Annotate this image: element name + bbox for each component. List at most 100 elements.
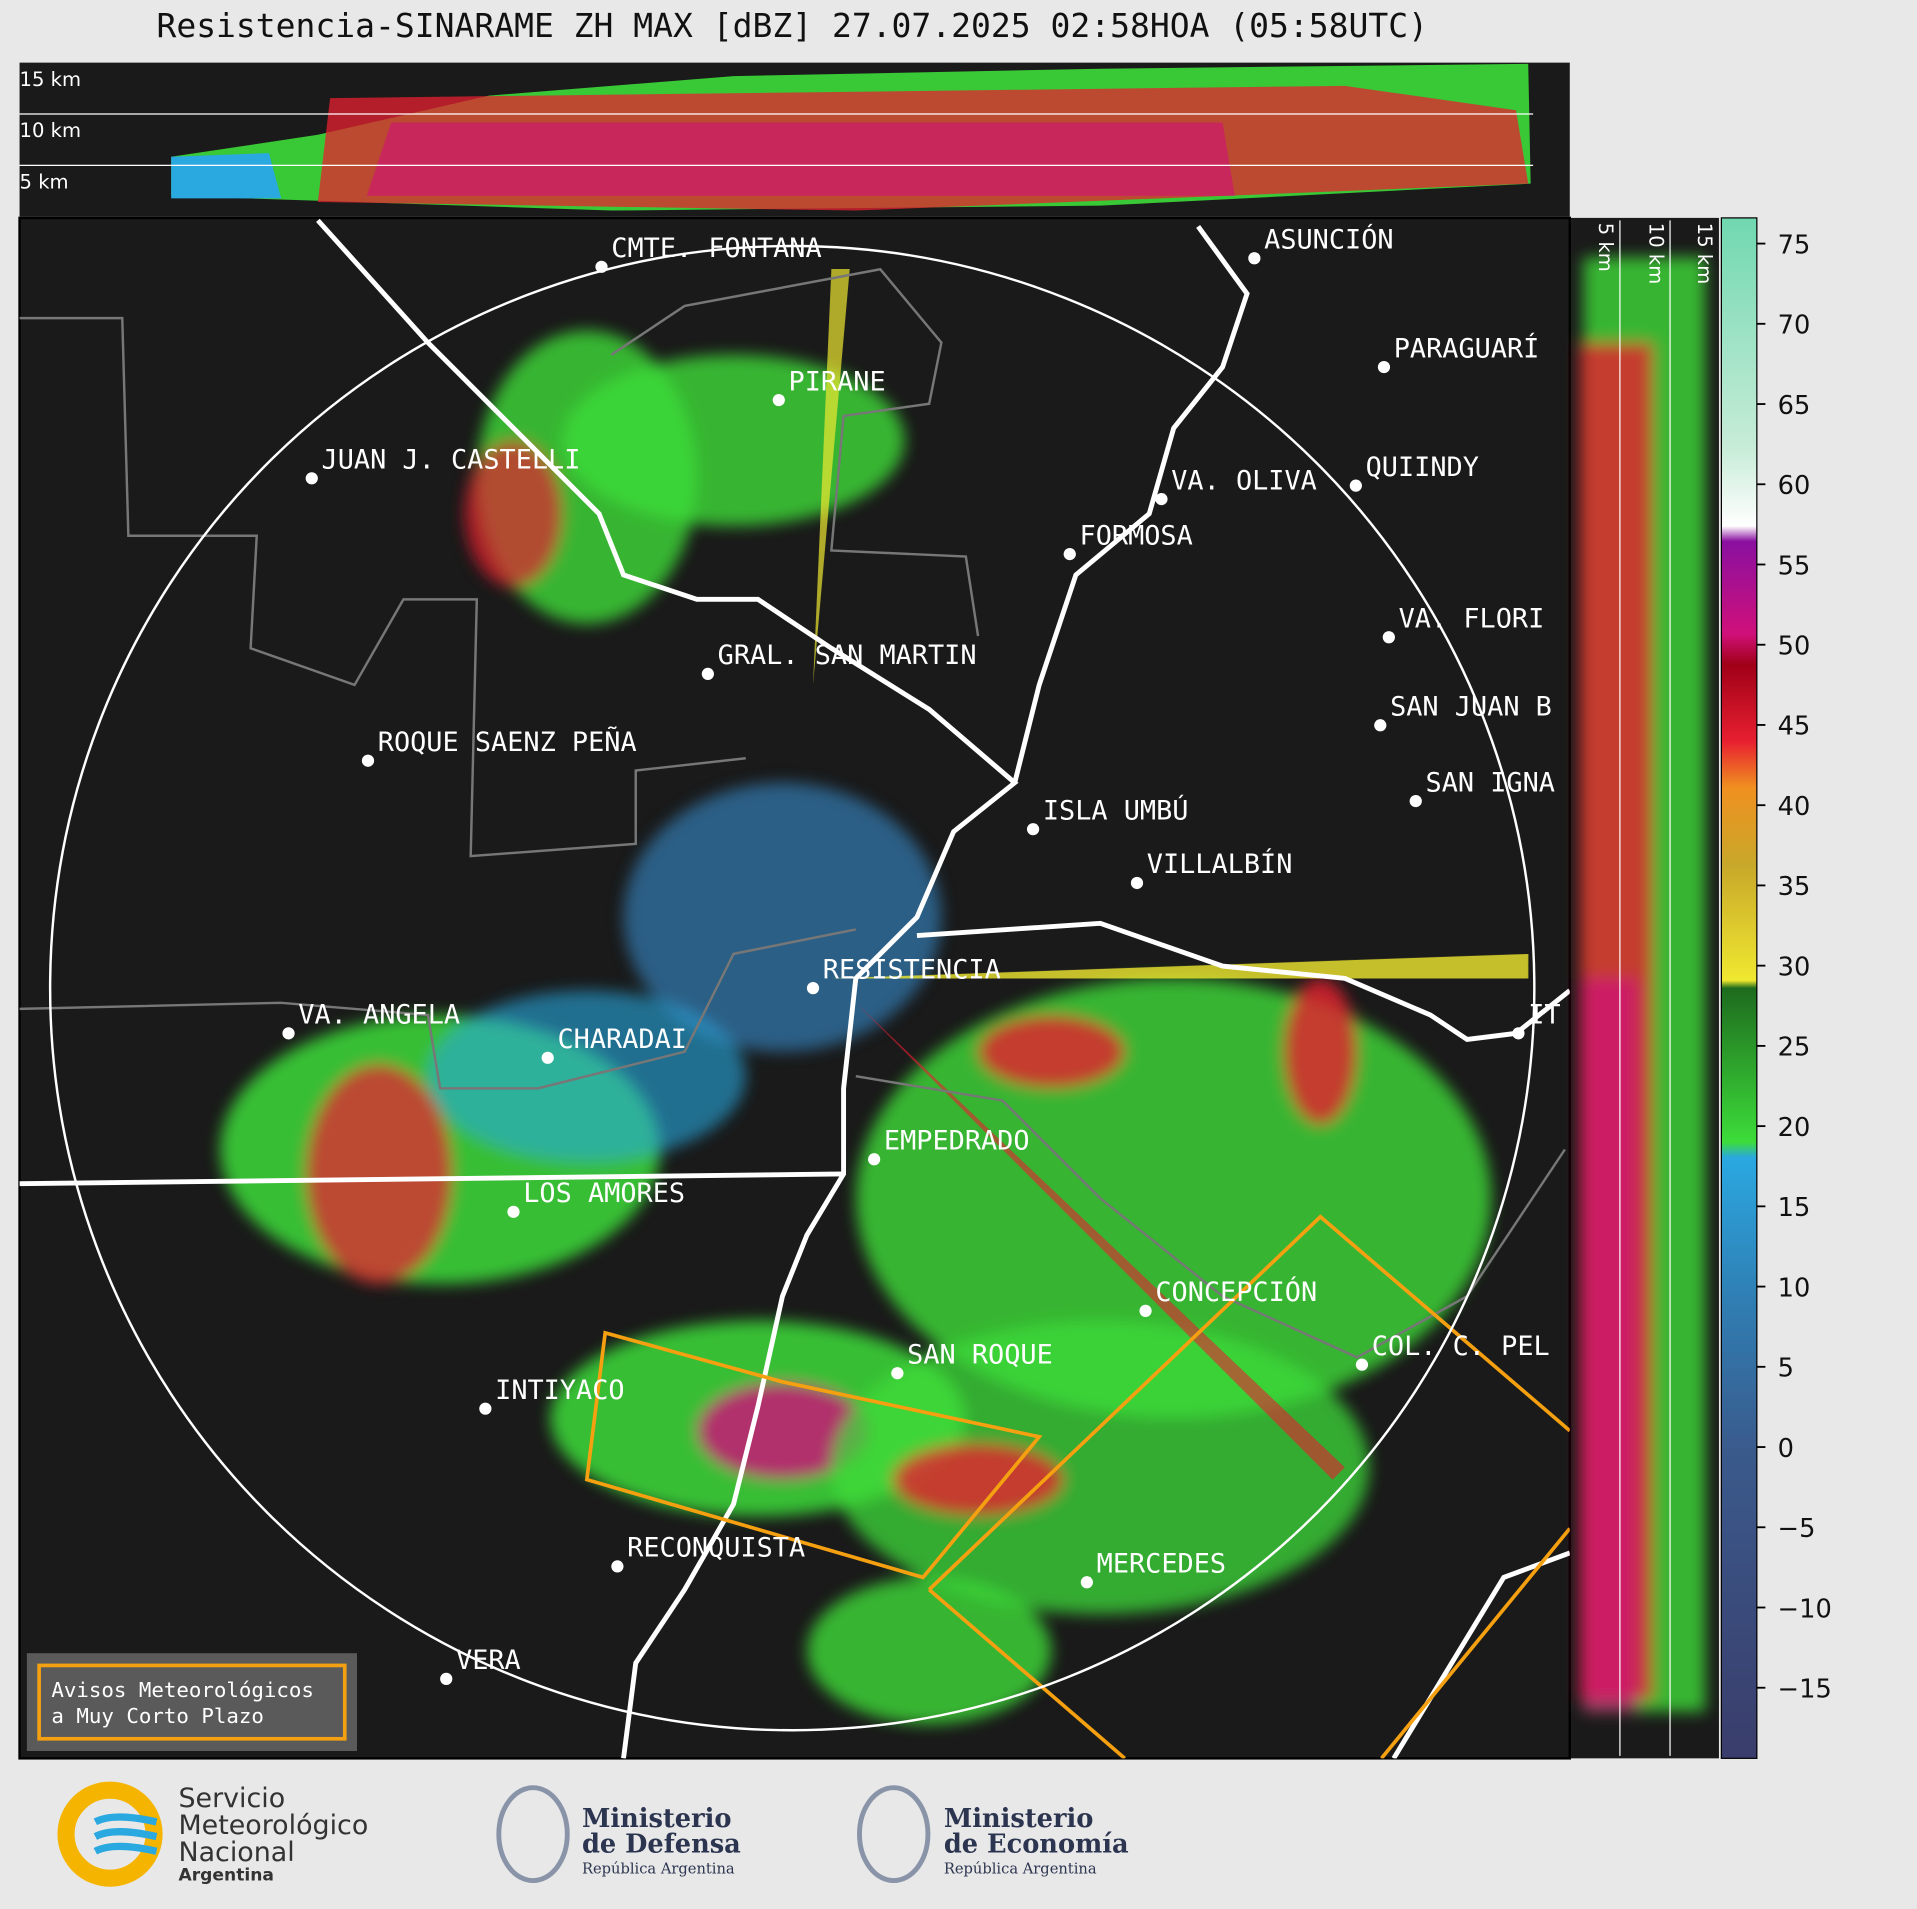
city-dot: [1080, 1576, 1093, 1589]
smn-text: Meteorológico: [178, 1810, 368, 1841]
city-label: VILLALBÍN: [1147, 848, 1293, 880]
colorbar-tick-label: 55: [1778, 551, 1811, 581]
ministry-text: Ministerio: [582, 1804, 732, 1834]
city-label: GRAL. SAN MARTIN: [718, 640, 977, 671]
colorbar-tick-label: 5: [1778, 1354, 1794, 1384]
city-dot: [701, 667, 714, 681]
city-label: ROQUE SAENZ PEÑA: [378, 726, 637, 758]
colorbar-tick-label: 65: [1778, 391, 1811, 421]
city-label: SAN ROQUE: [907, 1339, 1053, 1370]
radar-echo: [220, 269, 1529, 1725]
city-label: JUAN J. CASTELLI: [322, 445, 581, 476]
warning-panel: [26, 1653, 357, 1752]
ministry-text: República Argentina: [944, 1860, 1097, 1877]
ministry-text: República Argentina: [582, 1860, 735, 1877]
city-dot: [440, 1672, 453, 1685]
colorbar-tick-label: 45: [1778, 712, 1811, 742]
km-label: 5 km: [1594, 223, 1617, 272]
km-label: 10 km: [1644, 223, 1667, 284]
colorbar-tick-label: 20: [1778, 1113, 1811, 1143]
city-label: LOS AMORES: [523, 1178, 685, 1209]
city-dot: [1374, 719, 1387, 732]
km-label: 10 km: [20, 119, 81, 142]
city-label: RECONQUISTA: [627, 1533, 805, 1564]
city-dot: [541, 1051, 554, 1064]
colorbar-tick-label: −10: [1778, 1594, 1832, 1624]
colorbar-tick-label: 25: [1778, 1033, 1811, 1063]
city-label: CHARADAI: [557, 1024, 686, 1055]
city-label: VA. FLORI: [1399, 603, 1545, 634]
city-label: ISLA UMBÚ: [1043, 794, 1189, 826]
city-label: INTIYACO: [495, 1375, 624, 1406]
city-dot: [1377, 360, 1391, 374]
city-dot: [595, 260, 608, 273]
city-dot: [611, 1560, 624, 1573]
warning-text[interactable]: a Muy Corto Plazo: [51, 1704, 264, 1728]
escudo: [857, 1785, 931, 1884]
city-dot: [868, 1153, 881, 1166]
city-label: SAN JUAN B: [1390, 691, 1552, 722]
city-dot: [1130, 876, 1144, 890]
city-label: PIRANE: [789, 366, 886, 397]
city-dot: [1026, 823, 1040, 836]
city-dot: [1063, 547, 1076, 561]
km-label: 15 km: [20, 68, 81, 91]
cities: CMTE. FONTANA ASUNCIÓN PARAGUARÍ PIRANE JUAN…: [282, 223, 1561, 1685]
escudo: [496, 1785, 570, 1884]
city-label: MERCEDES: [1097, 1549, 1226, 1580]
colorbar-tick-label: 0: [1778, 1434, 1794, 1464]
city-label: VA. OLIVA: [1171, 465, 1317, 496]
city-dot: [282, 1027, 295, 1040]
colorbar-tick-label: −5: [1778, 1514, 1816, 1544]
colorbar-tick-label: 50: [1778, 632, 1811, 662]
km-label: 5 km: [20, 171, 69, 194]
colorbar-tick-label: 70: [1778, 311, 1811, 341]
colorbar-tick-label: −15: [1778, 1675, 1832, 1705]
city-label: IT: [1528, 1000, 1560, 1031]
smn-text: Nacional: [178, 1837, 294, 1868]
city-dot: [1512, 1027, 1525, 1040]
city-dot: [305, 472, 318, 485]
city-dot: [772, 393, 785, 407]
city-label: VERA: [456, 1645, 521, 1676]
colorbar: [1720, 217, 1758, 1759]
city-label: RESISTENCIA: [823, 954, 1001, 985]
colorbar-tick-label: 30: [1778, 952, 1811, 982]
city-dot: [1355, 1358, 1369, 1371]
city-label: CMTE. FONTANA: [611, 233, 821, 264]
smn-text: Argentina: [178, 1866, 273, 1886]
city-dot: [806, 982, 820, 995]
colorbar-tick-label: 60: [1778, 471, 1811, 501]
colorbar-tick-label: 35: [1778, 872, 1811, 902]
range-ring: [48, 244, 1536, 1732]
city-dot: [1155, 492, 1168, 506]
ministry-text: de Defensa: [582, 1829, 741, 1859]
city-label: FORMOSA: [1080, 520, 1193, 551]
city-label: EMPEDRADO: [884, 1126, 1030, 1157]
city-label: COL. C. PEL: [1372, 1331, 1550, 1362]
city-label: QUIINDY: [1366, 452, 1479, 483]
top-echo: [171, 63, 1531, 211]
ministry-text: Ministerio: [944, 1804, 1094, 1834]
city-dot: [507, 1205, 520, 1218]
warning-box[interactable]: [37, 1663, 347, 1741]
colorbar-tick-label: 75: [1778, 230, 1811, 260]
city-dot: [1349, 479, 1362, 492]
city-dot: [1409, 794, 1422, 808]
warning-text[interactable]: Avisos Meteorológicos: [51, 1678, 314, 1702]
colorbar-tick-label: 40: [1778, 792, 1811, 822]
km-label: 15 km: [1693, 223, 1716, 284]
city-dot: [1382, 631, 1395, 644]
smn-text: Servicio: [178, 1783, 285, 1814]
footer: Servicio Meteorológico Nacional Argentin…: [57, 1781, 1129, 1887]
city-dot: [479, 1402, 492, 1415]
borders: [19, 218, 1570, 1759]
city-dot: [361, 754, 375, 767]
city-dot: [1139, 1304, 1152, 1317]
city-label: ASUNCIÓN: [1264, 223, 1393, 255]
title: Resistencia-SINARAME ZH MAX [dBZ] 27.07.…: [156, 6, 1428, 45]
ministry-text: de Economía: [944, 1829, 1129, 1859]
colorbar-tick-label: 10: [1778, 1273, 1811, 1303]
